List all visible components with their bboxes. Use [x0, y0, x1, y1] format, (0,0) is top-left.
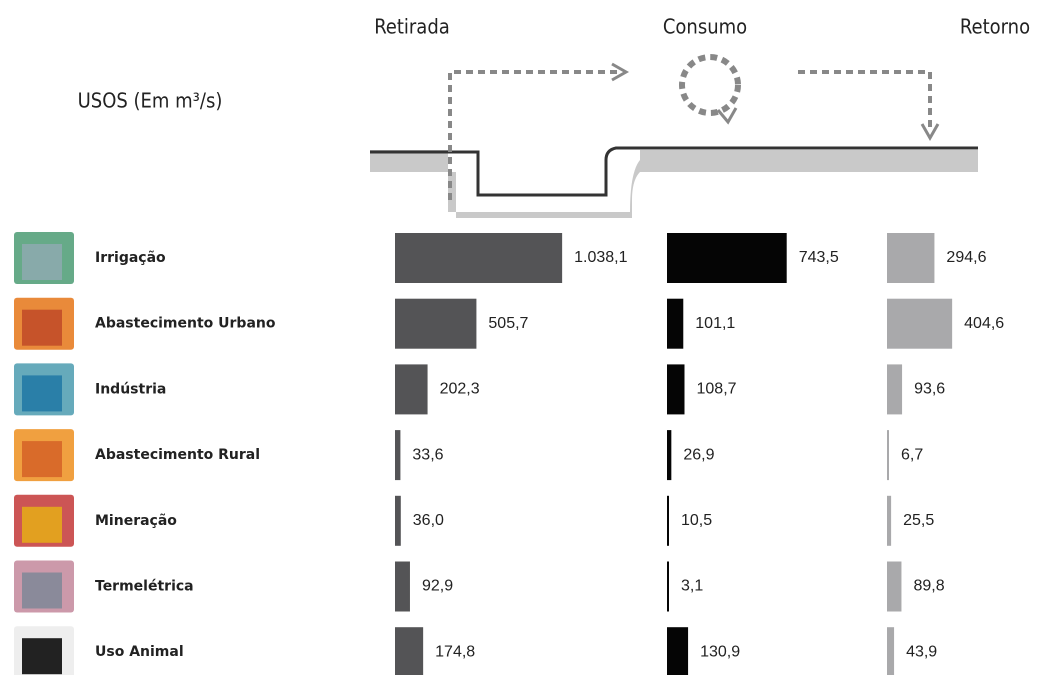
flow-diagram [370, 57, 978, 218]
bar [667, 627, 688, 675]
value-label: 404,6 [964, 315, 1004, 332]
value-label: 6,7 [901, 446, 923, 463]
value-label: 93,6 [914, 381, 945, 398]
bar [887, 233, 934, 283]
value-label: 101,1 [695, 315, 735, 332]
legend-label: Retorno [960, 15, 1030, 39]
category-label: Abastecimento Rural [95, 447, 260, 463]
value-label: 505,7 [488, 315, 528, 332]
icon [22, 573, 62, 609]
value-label: 25,5 [903, 512, 934, 529]
bar [395, 299, 476, 349]
value-label: 36,0 [413, 512, 444, 529]
icon [22, 441, 62, 477]
return-arrow [798, 72, 930, 130]
value-label: 92,9 [422, 578, 453, 595]
icon [22, 507, 62, 543]
consume-cycle [682, 57, 738, 113]
category-label: Abastecimento Urbano [95, 316, 276, 332]
bar [395, 496, 401, 546]
chart-title: USOS (Em m³/s) [78, 89, 223, 113]
bar [887, 562, 901, 612]
chart: USOS (Em m³/s) Irrigação Abastecimento Ur… [0, 0, 1046, 675]
bar [887, 299, 952, 349]
value-label: 294,6 [946, 249, 986, 266]
category-label: Indústria [95, 381, 166, 397]
bar [667, 562, 669, 612]
bar [667, 496, 669, 546]
bar [887, 364, 902, 414]
category-label: Irrigação [95, 250, 166, 266]
icon [22, 244, 62, 280]
bar [395, 562, 410, 612]
value-label: 26,9 [683, 446, 714, 463]
value-label: 743,5 [799, 249, 839, 266]
bar [395, 233, 562, 283]
bar [395, 430, 400, 480]
value-label: 202,3 [440, 381, 480, 398]
value-label: 1.038,1 [574, 249, 627, 266]
bar [667, 430, 671, 480]
bar [395, 627, 423, 675]
icon [22, 375, 62, 411]
value-label: 43,9 [906, 643, 937, 660]
category-label: Uso Animal [95, 644, 184, 660]
bar [667, 299, 683, 349]
legend-label: Consumo [663, 15, 747, 39]
channel [370, 150, 978, 218]
value-label: 174,8 [435, 643, 475, 660]
bar [395, 364, 428, 414]
withdraw-arrow [450, 72, 620, 200]
bar [887, 430, 889, 480]
bar [667, 233, 787, 283]
bar [887, 496, 891, 546]
bar [667, 364, 685, 414]
value-label: 130,9 [700, 643, 740, 660]
category-label: Mineração [95, 513, 177, 529]
category-label: Termelétrica [95, 579, 194, 595]
value-label: 108,7 [697, 381, 737, 398]
icon [22, 638, 62, 674]
value-label: 33,6 [412, 446, 443, 463]
value-label: 89,8 [913, 578, 944, 595]
value-label: 10,5 [681, 512, 712, 529]
bar [887, 627, 894, 675]
value-label: 3,1 [681, 578, 703, 595]
icon [22, 310, 62, 346]
legend-label: Retirada [374, 15, 450, 39]
